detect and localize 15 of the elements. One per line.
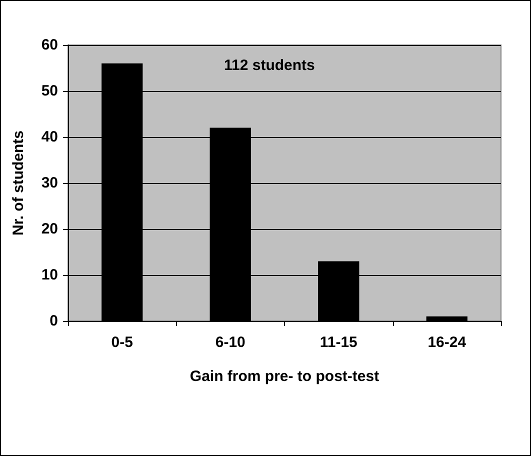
y-tick-label: 20 xyxy=(41,220,58,238)
annotation: 112 students xyxy=(224,57,315,74)
y-tick-label: 10 xyxy=(41,266,58,284)
y-tick-label: 40 xyxy=(41,128,58,146)
x-tick-label: 0-5 xyxy=(111,334,133,351)
x-tick-label: 11-15 xyxy=(320,334,358,351)
y-tick-label: 60 xyxy=(41,36,58,54)
bar xyxy=(426,316,468,321)
x-tick-label: 16-24 xyxy=(428,334,467,351)
y-tick-label: 30 xyxy=(41,174,58,192)
x-tick-label: 6-10 xyxy=(215,334,246,351)
y-tick-label: 0 xyxy=(50,312,58,330)
y-tick-label: 50 xyxy=(41,82,58,100)
x-axis-title: Gain from pre- to post-test xyxy=(190,368,380,385)
y-axis-title: Nr. of students xyxy=(10,130,27,236)
